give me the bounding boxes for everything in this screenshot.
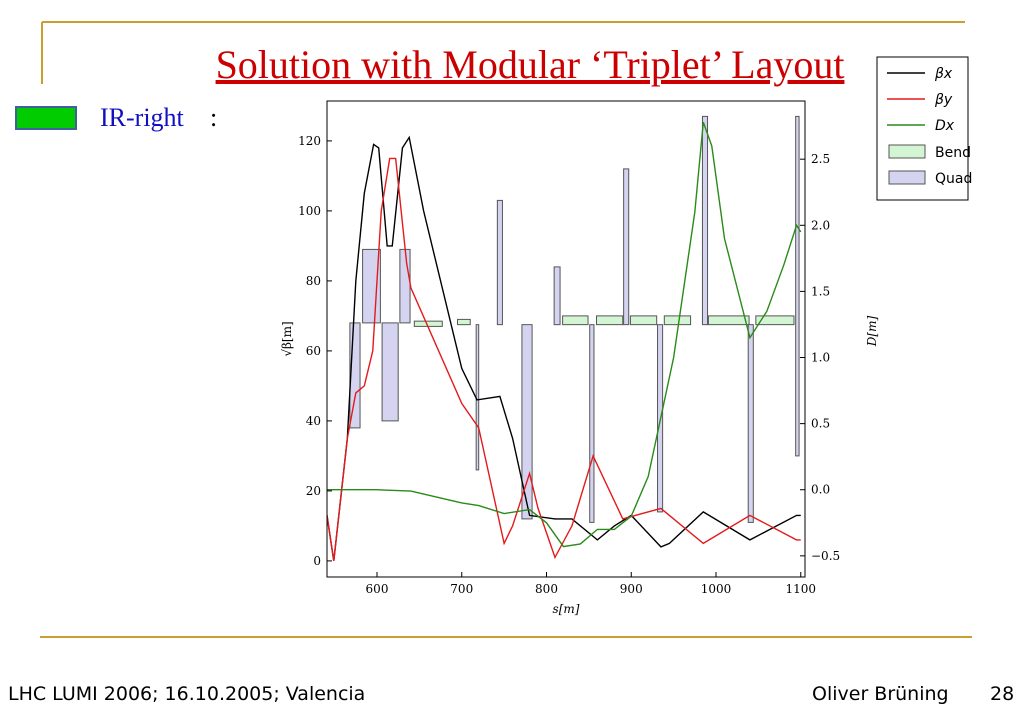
y2-tick-label: 0.0 (811, 483, 830, 497)
bend-box (413, 320, 443, 327)
quad-box (349, 322, 361, 429)
legend-label: βx (934, 66, 953, 82)
slide-title: Solution with Modular ‘Triplet’ Layout (216, 42, 845, 87)
y-tick-label: 60 (306, 344, 321, 358)
quad-box (553, 266, 561, 326)
y2-tick-label: 2.0 (811, 218, 830, 232)
series-line (327, 135, 801, 562)
bend-box (596, 315, 624, 326)
quad-box (496, 199, 503, 326)
chart: 600 700 800 900 1000 1100 0 20 40 60 80 100 120 −0.5 0… (280, 56, 972, 616)
x-tick-label: 1100 (785, 582, 816, 596)
bend-box (562, 315, 589, 326)
y-axis-label: √β[m] (280, 321, 294, 356)
series-line (327, 121, 802, 548)
quad-box (623, 168, 630, 326)
series-line (327, 157, 801, 562)
y-tick-label: 100 (298, 204, 321, 218)
bend-box (755, 315, 795, 326)
y2-axis-label: D[m] (865, 316, 879, 348)
y2-tick-label: 1.0 (811, 351, 830, 365)
plot-area (327, 115, 802, 562)
page-number: 28 (990, 683, 1014, 705)
legend-swatch (888, 144, 926, 159)
legend-label: Quad (935, 171, 972, 187)
footer-author: Oliver Brüning (812, 683, 949, 705)
x-tick-label: 700 (450, 582, 473, 596)
y-tick-label: 20 (306, 484, 321, 498)
ir-swatch (15, 106, 77, 130)
quad-box (475, 324, 480, 471)
x-tick-label: 900 (620, 582, 643, 596)
quad-box (747, 324, 754, 523)
x-tick-label: 1000 (701, 582, 732, 596)
quad-box (589, 324, 595, 523)
quad-box (521, 324, 533, 520)
y2-tick-label: 1.5 (811, 284, 830, 298)
y2-tick-label: 2.5 (811, 152, 830, 166)
bend-box (707, 315, 750, 326)
footer-left: LHC LUMI 2006; 16.10.2005; Valencia (8, 683, 365, 705)
bend-box (663, 315, 692, 326)
y-tick-label: 80 (306, 274, 321, 288)
bend-box (629, 315, 658, 326)
legend-swatch (888, 170, 926, 185)
quad-box (381, 322, 399, 422)
quad-box (399, 248, 411, 324)
y2-tick-label: −0.5 (811, 549, 840, 563)
y2-tick-label: 0.5 (811, 417, 830, 431)
x-tick-label: 800 (535, 582, 558, 596)
y-tick-label: 0 (313, 554, 321, 568)
quad-box (795, 115, 800, 457)
plot-frame (326, 100, 806, 578)
ir-colon: : (210, 103, 217, 132)
bend-box (457, 318, 471, 326)
legend-label: Dx (935, 118, 955, 134)
legend-label: Bend (935, 145, 971, 161)
ir-label: IR-right (100, 103, 185, 132)
y-tick-label: 120 (298, 134, 321, 148)
y-tick-label: 40 (306, 414, 321, 428)
quad-box (701, 115, 709, 326)
legend-label: βy (934, 92, 953, 108)
x-tick-label: 600 (366, 582, 389, 596)
x-axis-label: s[m] (553, 602, 580, 616)
